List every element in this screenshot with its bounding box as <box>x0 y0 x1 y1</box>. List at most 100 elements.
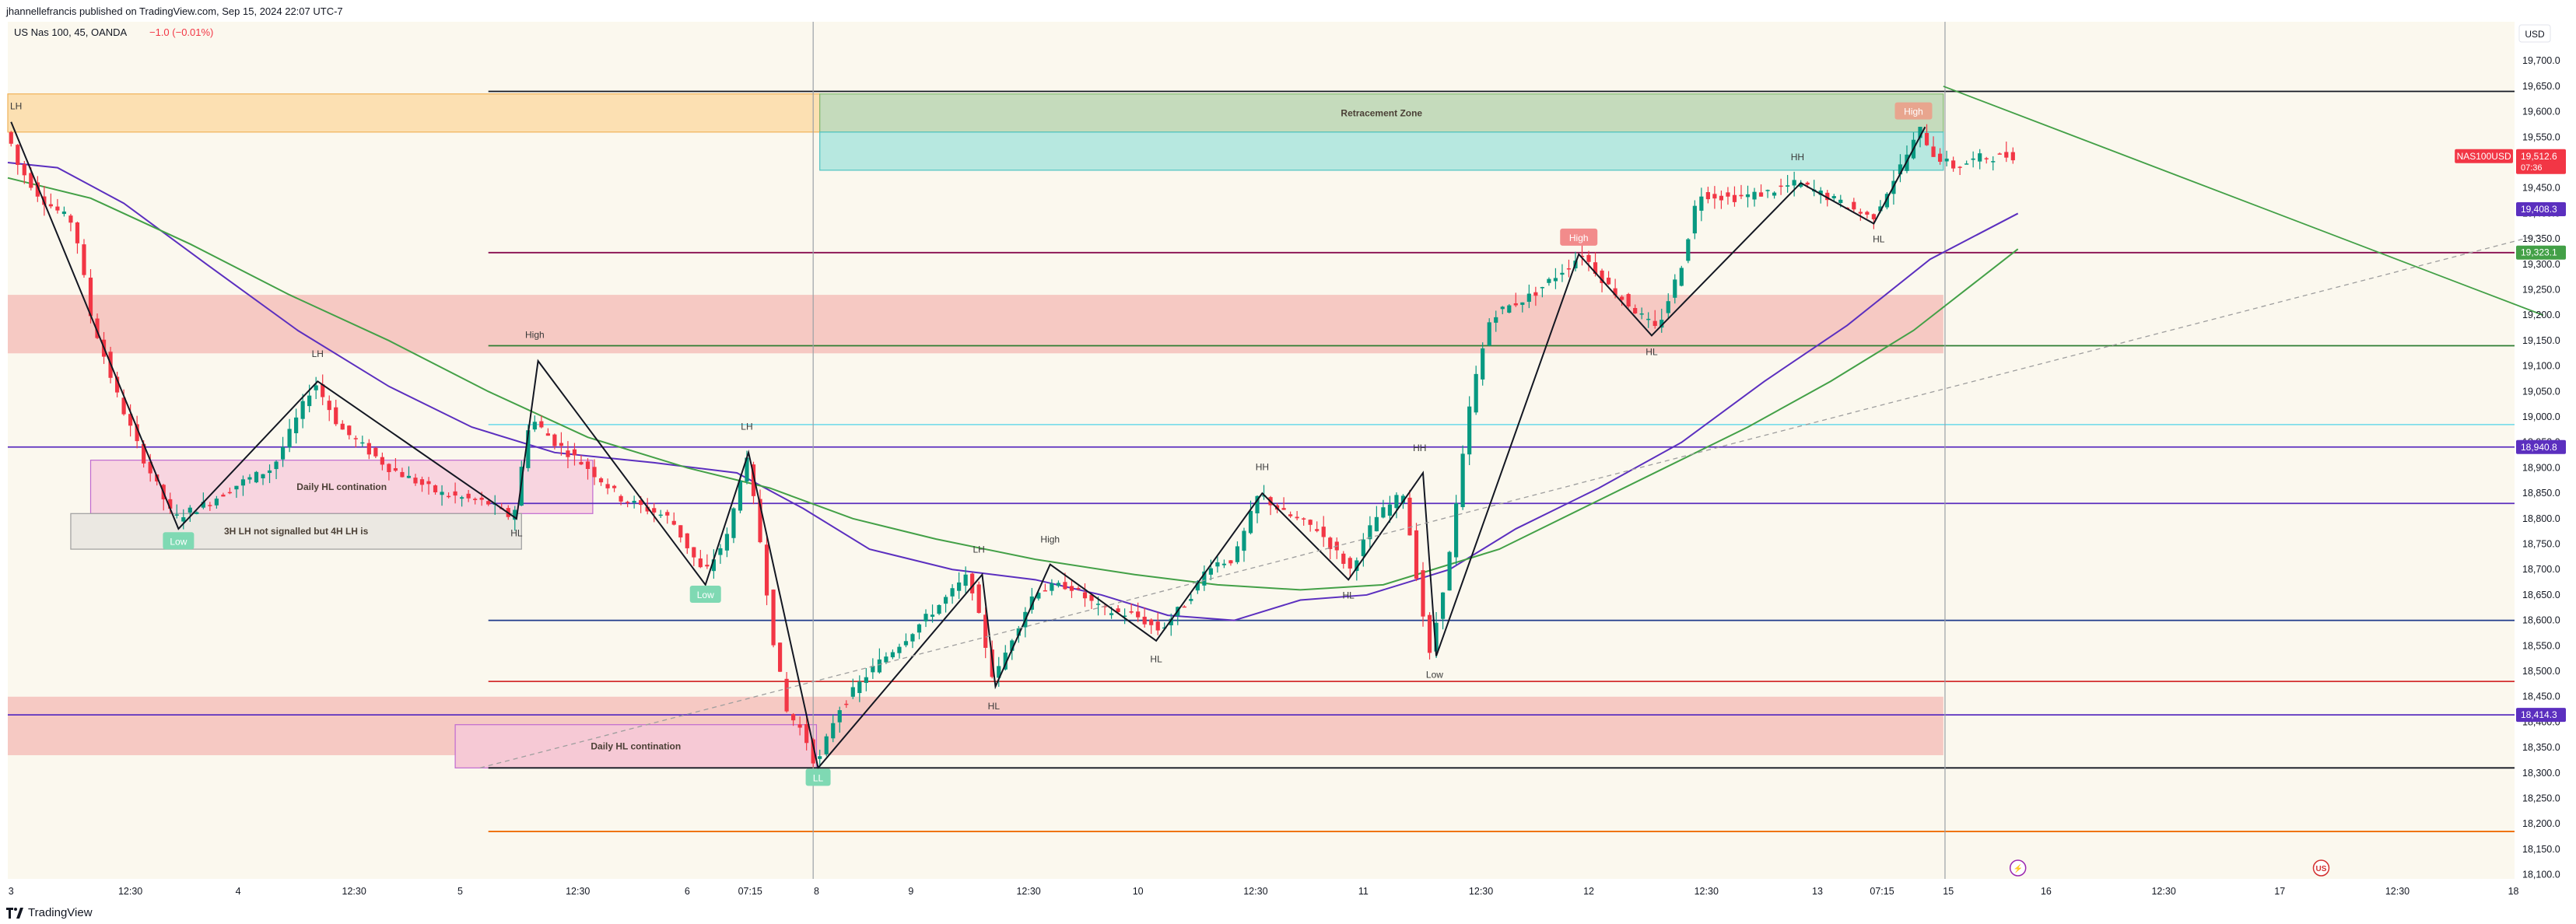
candle-down[interactable] <box>114 376 120 393</box>
candle-up[interactable] <box>526 430 531 468</box>
candle-down[interactable] <box>168 499 173 509</box>
candle-up[interactable] <box>957 582 962 591</box>
candle-down[interactable] <box>976 584 981 614</box>
candle-down[interactable] <box>1825 192 1830 201</box>
candle-down[interactable] <box>1513 303 1518 306</box>
candle-down[interactable] <box>95 318 100 338</box>
candle-down[interactable] <box>1739 194 1744 197</box>
candle-up[interactable] <box>181 517 186 522</box>
tradingview-logo[interactable]: TradingView <box>6 906 93 919</box>
red-zone-upper[interactable] <box>8 295 1943 354</box>
candle-up[interactable] <box>287 429 292 448</box>
candle-down[interactable] <box>466 493 471 499</box>
candle-down[interactable] <box>1566 268 1572 270</box>
candle-down[interactable] <box>128 414 133 426</box>
candle-down[interactable] <box>1069 586 1074 591</box>
candle-up[interactable] <box>460 497 464 499</box>
candle-up[interactable] <box>1786 185 1790 187</box>
candle-up[interactable] <box>1394 495 1399 509</box>
candle-up[interactable] <box>300 401 305 419</box>
candle-up[interactable] <box>1831 196 1836 198</box>
candle-down[interactable] <box>22 164 26 176</box>
candle-down[interactable] <box>685 533 689 548</box>
candle-down[interactable] <box>811 739 815 764</box>
candle-up[interactable] <box>1487 322 1491 346</box>
moving-average-green[interactable] <box>7 177 2019 591</box>
candle-up[interactable] <box>1792 180 1796 186</box>
candle-up[interactable] <box>1494 317 1498 323</box>
candle-up[interactable] <box>738 481 743 511</box>
candle-down[interactable] <box>566 450 570 457</box>
candle-up[interactable] <box>1010 640 1015 651</box>
candle-down[interactable] <box>665 512 670 516</box>
candle-down[interactable] <box>1732 194 1737 202</box>
candle-down[interactable] <box>1427 614 1432 653</box>
candle-up[interactable] <box>1036 593 1041 599</box>
candle-down[interactable] <box>678 525 683 537</box>
candle-down[interactable] <box>327 401 331 411</box>
candle-up[interactable] <box>1056 583 1061 586</box>
candle-up[interactable] <box>877 659 881 673</box>
candle-down[interactable] <box>1858 212 1863 214</box>
candle-up[interactable] <box>307 395 312 407</box>
candle-up[interactable] <box>1467 406 1472 455</box>
candle-down[interactable] <box>579 462 584 465</box>
candle-up[interactable] <box>1500 306 1505 310</box>
candle-down[interactable] <box>2010 152 2015 161</box>
candle-down[interactable] <box>784 678 789 712</box>
candle-up[interactable] <box>1109 613 1114 615</box>
candle-up[interactable] <box>314 385 318 390</box>
gray-note-box[interactable] <box>70 513 522 550</box>
candle-down[interactable] <box>1626 294 1631 307</box>
candle-up[interactable] <box>1003 653 1008 670</box>
candle-down[interactable] <box>9 131 13 144</box>
candle-down[interactable] <box>1421 570 1425 617</box>
candle-down[interactable] <box>1533 292 1538 296</box>
candle-up[interactable] <box>440 492 444 495</box>
dashed-trendline[interactable] <box>479 233 2544 768</box>
candle-down[interactable] <box>1726 192 1730 197</box>
candle-down[interactable] <box>1348 558 1352 569</box>
candle-down[interactable] <box>1984 158 1989 159</box>
candle-up[interactable] <box>1898 164 1903 175</box>
candle-up[interactable] <box>731 508 736 538</box>
candle-up[interactable] <box>724 534 730 551</box>
candle-down[interactable] <box>844 703 849 705</box>
candle-up[interactable] <box>1221 563 1227 565</box>
currency-button[interactable] <box>2518 24 2551 43</box>
candle-up[interactable] <box>1526 293 1531 303</box>
candle-down[interactable] <box>88 277 93 317</box>
candle-down[interactable] <box>671 520 676 525</box>
candle-up[interactable] <box>818 756 822 759</box>
candle-up[interactable] <box>1454 503 1459 558</box>
candle-down[interactable] <box>1951 160 1956 169</box>
candle-down[interactable] <box>1302 518 1306 520</box>
candle-up[interactable] <box>1553 278 1558 282</box>
candle-down[interactable] <box>48 204 53 207</box>
candle-up[interactable] <box>658 514 663 516</box>
candle-down[interactable] <box>698 558 703 568</box>
candle-up[interactable] <box>632 500 636 503</box>
candle-down[interactable] <box>692 547 696 558</box>
candle-down[interactable] <box>148 461 152 474</box>
candle-down[interactable] <box>75 222 80 243</box>
candle-up[interactable] <box>857 681 862 694</box>
candle-down[interactable] <box>1308 520 1313 525</box>
candle-down[interactable] <box>35 182 40 197</box>
candle-up[interactable] <box>1387 504 1393 516</box>
candle-up[interactable] <box>1699 196 1704 211</box>
candle-up[interactable] <box>234 485 239 490</box>
candle-up[interactable] <box>824 736 829 754</box>
candle-down[interactable] <box>1600 270 1604 283</box>
candle-up[interactable] <box>837 710 842 723</box>
retracement-zone-teal[interactable] <box>819 131 1944 171</box>
candle-down[interactable] <box>1281 508 1286 510</box>
candle-down[interactable] <box>572 449 577 456</box>
red-zone-lower[interactable] <box>8 696 1943 755</box>
candle-up[interactable] <box>274 461 279 470</box>
candle-down[interactable] <box>1593 262 1598 275</box>
candle-up[interactable] <box>532 422 537 430</box>
candle-up[interactable] <box>1215 562 1220 567</box>
candle-down[interactable] <box>1871 214 1876 219</box>
candle-down[interactable] <box>347 425 352 436</box>
